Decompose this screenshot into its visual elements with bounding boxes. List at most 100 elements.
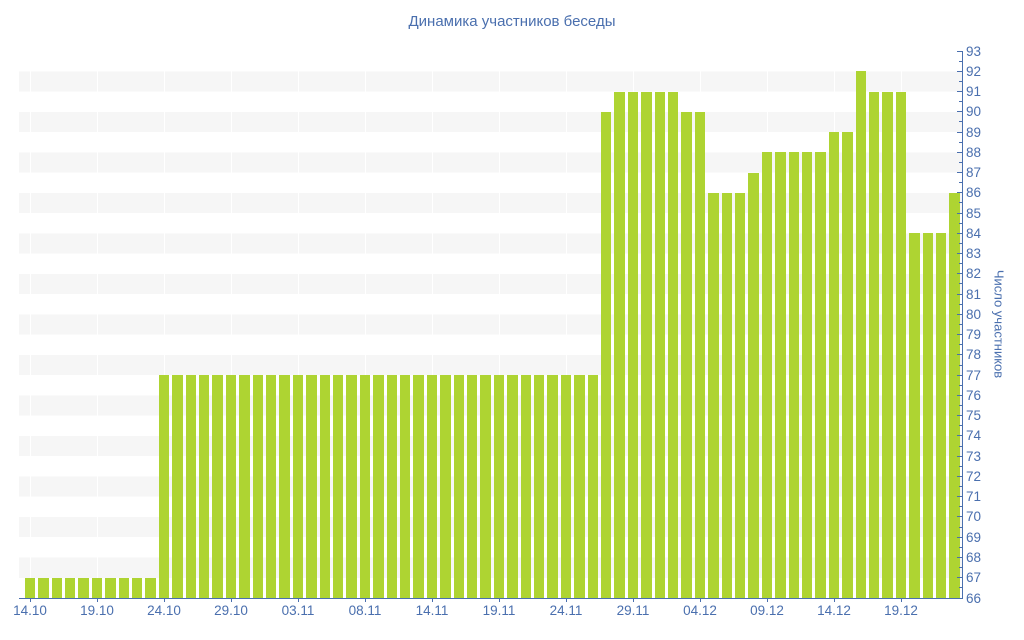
- bar: [239, 375, 250, 598]
- y-minor-tick: [958, 141, 963, 143]
- y-tick-label: 66: [966, 590, 982, 606]
- x-tick-label: 19.11: [482, 603, 516, 618]
- y-tick-label: 86: [966, 185, 982, 201]
- bar: [399, 375, 411, 598]
- bar: [761, 152, 773, 598]
- y-tick: [956, 435, 963, 437]
- bar: [158, 375, 170, 598]
- bar: [721, 192, 733, 598]
- bar: [426, 375, 438, 598]
- bar: [574, 375, 585, 598]
- bar: [306, 375, 317, 598]
- bar: [440, 375, 451, 598]
- bar: [627, 91, 639, 598]
- y-tick-label: 93: [966, 43, 982, 59]
- y-tick: [956, 556, 963, 558]
- y-tick: [956, 455, 963, 457]
- bar: [681, 111, 692, 598]
- bar: [51, 577, 63, 598]
- x-tick: [833, 598, 835, 602]
- y-minor-tick: [958, 80, 963, 82]
- y-minor-tick: [958, 182, 963, 184]
- y-tick-label: 80: [966, 306, 982, 322]
- x-tick-label: 29.10: [214, 603, 248, 618]
- y-tick: [956, 313, 963, 315]
- y-tick: [956, 293, 963, 295]
- y-minor-tick: [958, 121, 963, 123]
- gridline: [431, 51, 433, 598]
- x-tick-label: 14.12: [817, 603, 851, 618]
- bar: [91, 577, 103, 598]
- y-minor-tick: [958, 506, 963, 508]
- y-tick-label: 85: [966, 205, 982, 221]
- bar: [332, 375, 344, 598]
- y-tick-label: 75: [966, 408, 982, 424]
- bar: [265, 375, 277, 598]
- bar: [105, 577, 116, 598]
- bar: [225, 375, 237, 598]
- bar: [600, 111, 612, 598]
- y-tick-label: 69: [966, 529, 982, 545]
- x-tick: [431, 598, 433, 602]
- bar: [882, 91, 893, 598]
- bar: [38, 577, 49, 598]
- bar: [24, 577, 36, 598]
- y-minor-tick: [958, 101, 963, 103]
- x-tick-label: 19.12: [884, 603, 918, 618]
- bar: [78, 577, 89, 598]
- bar: [775, 152, 786, 598]
- gridline: [96, 51, 98, 598]
- x-tick: [498, 598, 500, 602]
- bar: [547, 375, 558, 598]
- y-tick-label: 70: [966, 509, 982, 525]
- y-tick: [956, 70, 963, 72]
- bar: [279, 375, 290, 598]
- gridline: [29, 51, 31, 598]
- y-minor-tick: [958, 283, 963, 285]
- x-tick: [699, 598, 701, 602]
- gridline: [565, 51, 567, 598]
- x-tick: [766, 598, 768, 602]
- y-minor-tick: [958, 465, 963, 467]
- y-minor-tick: [958, 526, 963, 528]
- x-tick-label: 14.10: [13, 603, 47, 618]
- y-minor-tick: [958, 546, 963, 548]
- bar: [842, 132, 853, 598]
- bar: [935, 233, 947, 598]
- y-tick-label: 84: [966, 225, 982, 241]
- bar: [694, 111, 706, 598]
- y-tick: [956, 415, 963, 417]
- y-tick: [956, 172, 963, 174]
- bar: [533, 375, 545, 598]
- y-minor-tick: [958, 405, 963, 407]
- bar: [131, 577, 143, 598]
- x-tick: [632, 598, 634, 602]
- bar: [64, 577, 76, 598]
- bar: [346, 375, 357, 598]
- bar: [373, 375, 384, 598]
- bar: [734, 192, 746, 598]
- y-tick-label: 89: [966, 124, 982, 140]
- bar: [667, 91, 679, 598]
- x-tick-label: 29.11: [616, 603, 650, 618]
- gridline: [364, 51, 366, 598]
- y-tick: [956, 394, 963, 396]
- y-tick: [956, 374, 963, 376]
- bar: [319, 375, 331, 598]
- bar: [560, 375, 572, 598]
- y-tick-label: 68: [966, 549, 982, 565]
- x-tick: [96, 598, 98, 602]
- bar: [828, 132, 840, 598]
- bar: [386, 375, 398, 598]
- bar: [641, 91, 652, 598]
- y-tick-label: 71: [966, 489, 982, 505]
- y-minor-tick: [958, 60, 963, 62]
- bar: [815, 152, 826, 598]
- y-tick: [956, 50, 963, 52]
- x-tick-label: 09.12: [750, 603, 784, 618]
- bar: [480, 375, 491, 598]
- y-tick: [956, 212, 963, 214]
- y-tick: [956, 232, 963, 234]
- bar: [949, 192, 960, 598]
